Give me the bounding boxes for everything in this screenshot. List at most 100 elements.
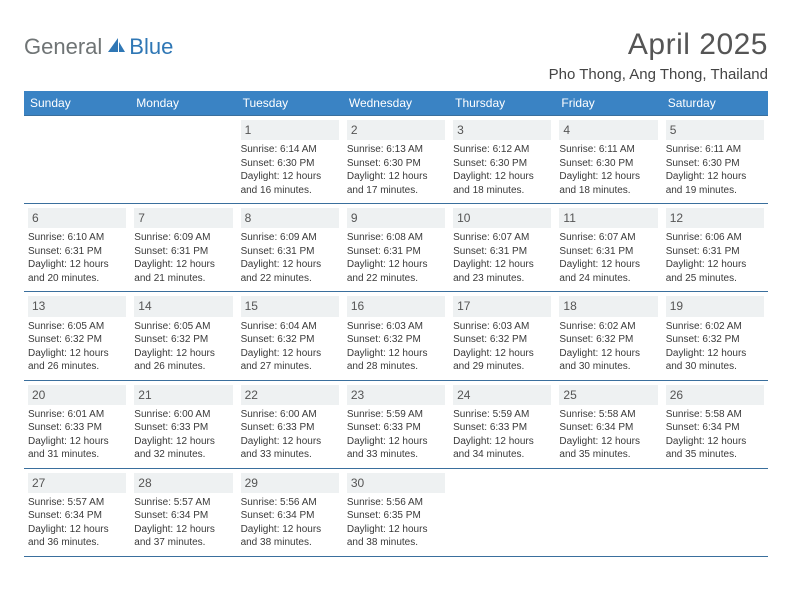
daylight-text: and 16 minutes. (241, 184, 339, 198)
daylight-text: Daylight: 12 hours (453, 435, 551, 449)
sunrise-text: Sunrise: 5:57 AM (134, 496, 232, 510)
day-number: 1 (241, 120, 339, 140)
daylight-text: Daylight: 12 hours (241, 258, 339, 272)
calendar-cell (449, 468, 555, 556)
calendar-body: 1Sunrise: 6:14 AMSunset: 6:30 PMDaylight… (24, 116, 768, 557)
day-number: 27 (28, 473, 126, 493)
sunset-text: Sunset: 6:34 PM (28, 509, 126, 523)
sunrise-text: Sunrise: 5:56 AM (241, 496, 339, 510)
daylight-text: Daylight: 12 hours (559, 258, 657, 272)
sunset-text: Sunset: 6:32 PM (134, 333, 232, 347)
daylight-text: and 28 minutes. (347, 360, 445, 374)
sunset-text: Sunset: 6:32 PM (28, 333, 126, 347)
sunset-text: Sunset: 6:32 PM (666, 333, 764, 347)
day-number: 2 (347, 120, 445, 140)
sunset-text: Sunset: 6:31 PM (559, 245, 657, 259)
sunset-text: Sunset: 6:31 PM (347, 245, 445, 259)
location-text: Pho Thong, Ang Thong, Thailand (549, 66, 768, 83)
daylight-text: Daylight: 12 hours (559, 170, 657, 184)
sunset-text: Sunset: 6:30 PM (241, 157, 339, 171)
calendar-cell: 23Sunrise: 5:59 AMSunset: 6:33 PMDayligh… (343, 380, 449, 468)
calendar-cell: 21Sunrise: 6:00 AMSunset: 6:33 PMDayligh… (130, 380, 236, 468)
day-number: 26 (666, 385, 764, 405)
sunset-text: Sunset: 6:34 PM (134, 509, 232, 523)
daylight-text: and 32 minutes. (134, 448, 232, 462)
day-header: Wednesday (343, 91, 449, 116)
daylight-text: Daylight: 12 hours (241, 523, 339, 537)
sunset-text: Sunset: 6:32 PM (241, 333, 339, 347)
daylight-text: and 18 minutes. (559, 184, 657, 198)
sunset-text: Sunset: 6:35 PM (347, 509, 445, 523)
day-number: 30 (347, 473, 445, 493)
daylight-text: Daylight: 12 hours (134, 347, 232, 361)
sunset-text: Sunset: 6:34 PM (241, 509, 339, 523)
sunset-text: Sunset: 6:31 PM (241, 245, 339, 259)
logo: General Blue (24, 28, 173, 60)
sunset-text: Sunset: 6:34 PM (559, 421, 657, 435)
daylight-text: and 35 minutes. (666, 448, 764, 462)
sunrise-text: Sunrise: 6:03 AM (347, 320, 445, 334)
daylight-text: and 33 minutes. (241, 448, 339, 462)
daylight-text: Daylight: 12 hours (453, 347, 551, 361)
title-block: April 2025 Pho Thong, Ang Thong, Thailan… (549, 28, 768, 83)
daylight-text: and 24 minutes. (559, 272, 657, 286)
daylight-text: Daylight: 12 hours (134, 523, 232, 537)
sunset-text: Sunset: 6:31 PM (453, 245, 551, 259)
calendar-head: Sunday Monday Tuesday Wednesday Thursday… (24, 91, 768, 116)
day-number: 28 (134, 473, 232, 493)
day-number: 18 (559, 296, 657, 316)
day-number: 21 (134, 385, 232, 405)
day-header: Saturday (662, 91, 768, 116)
daylight-text: Daylight: 12 hours (241, 347, 339, 361)
daylight-text: Daylight: 12 hours (347, 435, 445, 449)
daylight-text: Daylight: 12 hours (28, 435, 126, 449)
calendar-cell (662, 468, 768, 556)
day-number: 16 (347, 296, 445, 316)
daylight-text: Daylight: 12 hours (453, 258, 551, 272)
calendar-cell: 20Sunrise: 6:01 AMSunset: 6:33 PMDayligh… (24, 380, 130, 468)
sunrise-text: Sunrise: 6:06 AM (666, 231, 764, 245)
calendar-cell: 5Sunrise: 6:11 AMSunset: 6:30 PMDaylight… (662, 116, 768, 204)
day-number: 14 (134, 296, 232, 316)
day-header: Sunday (24, 91, 130, 116)
daylight-text: and 30 minutes. (666, 360, 764, 374)
day-number: 24 (453, 385, 551, 405)
sunset-text: Sunset: 6:31 PM (28, 245, 126, 259)
sunset-text: Sunset: 6:30 PM (347, 157, 445, 171)
daylight-text: Daylight: 12 hours (28, 258, 126, 272)
day-header: Friday (555, 91, 661, 116)
day-number: 29 (241, 473, 339, 493)
daylight-text: Daylight: 12 hours (134, 435, 232, 449)
calendar-cell: 12Sunrise: 6:06 AMSunset: 6:31 PMDayligh… (662, 204, 768, 292)
daylight-text: Daylight: 12 hours (666, 258, 764, 272)
sunset-text: Sunset: 6:31 PM (134, 245, 232, 259)
sunrise-text: Sunrise: 6:11 AM (559, 143, 657, 157)
sunset-text: Sunset: 6:33 PM (134, 421, 232, 435)
calendar-table: Sunday Monday Tuesday Wednesday Thursday… (24, 91, 768, 557)
daylight-text: and 35 minutes. (559, 448, 657, 462)
daylight-text: and 20 minutes. (28, 272, 126, 286)
sunrise-text: Sunrise: 5:56 AM (347, 496, 445, 510)
logo-text-blue: Blue (129, 34, 173, 60)
daylight-text: Daylight: 12 hours (559, 347, 657, 361)
day-number: 8 (241, 208, 339, 228)
calendar-cell: 10Sunrise: 6:07 AMSunset: 6:31 PMDayligh… (449, 204, 555, 292)
sunrise-text: Sunrise: 6:02 AM (559, 320, 657, 334)
calendar-cell: 16Sunrise: 6:03 AMSunset: 6:32 PMDayligh… (343, 292, 449, 380)
day-number: 9 (347, 208, 445, 228)
day-number: 12 (666, 208, 764, 228)
sunrise-text: Sunrise: 6:08 AM (347, 231, 445, 245)
sunset-text: Sunset: 6:30 PM (559, 157, 657, 171)
sunrise-text: Sunrise: 5:57 AM (28, 496, 126, 510)
calendar-row: 1Sunrise: 6:14 AMSunset: 6:30 PMDaylight… (24, 116, 768, 204)
daylight-text: Daylight: 12 hours (347, 170, 445, 184)
calendar-cell: 22Sunrise: 6:00 AMSunset: 6:33 PMDayligh… (237, 380, 343, 468)
daylight-text: Daylight: 12 hours (241, 435, 339, 449)
calendar-cell: 17Sunrise: 6:03 AMSunset: 6:32 PMDayligh… (449, 292, 555, 380)
day-number: 13 (28, 296, 126, 316)
calendar-cell (555, 468, 661, 556)
daylight-text: and 21 minutes. (134, 272, 232, 286)
daylight-text: Daylight: 12 hours (347, 523, 445, 537)
day-number: 6 (28, 208, 126, 228)
daylight-text: Daylight: 12 hours (241, 170, 339, 184)
